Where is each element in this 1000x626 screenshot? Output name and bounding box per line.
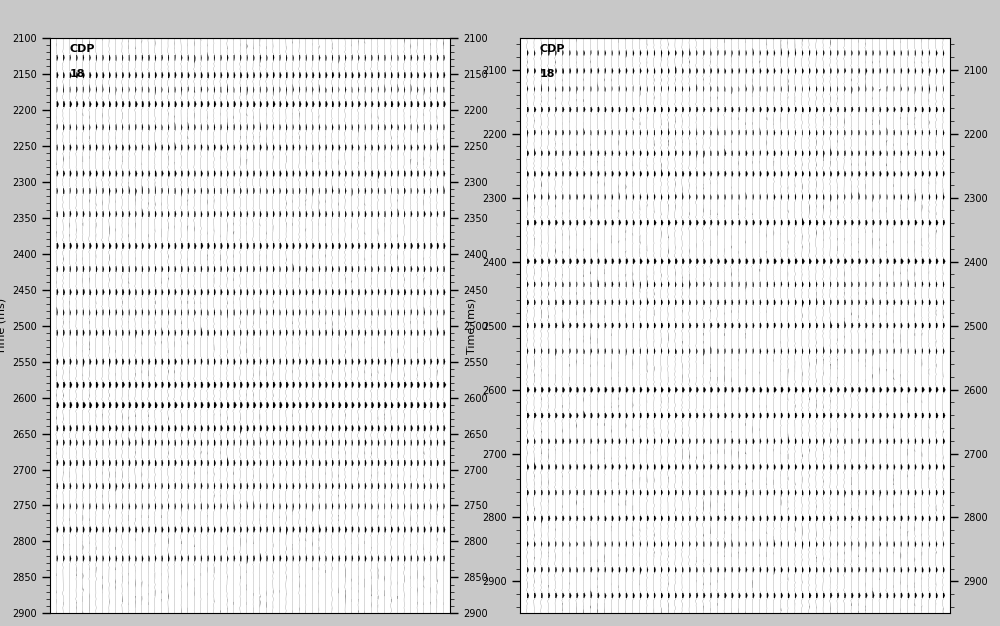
Text: CDP: CDP (70, 44, 96, 54)
Y-axis label: Time (ms): Time (ms) (0, 297, 6, 354)
Text: CDP: CDP (540, 44, 566, 54)
Y-axis label: Time (ms): Time (ms) (466, 297, 477, 354)
Text: 18: 18 (70, 69, 86, 79)
Text: 18: 18 (540, 69, 556, 79)
